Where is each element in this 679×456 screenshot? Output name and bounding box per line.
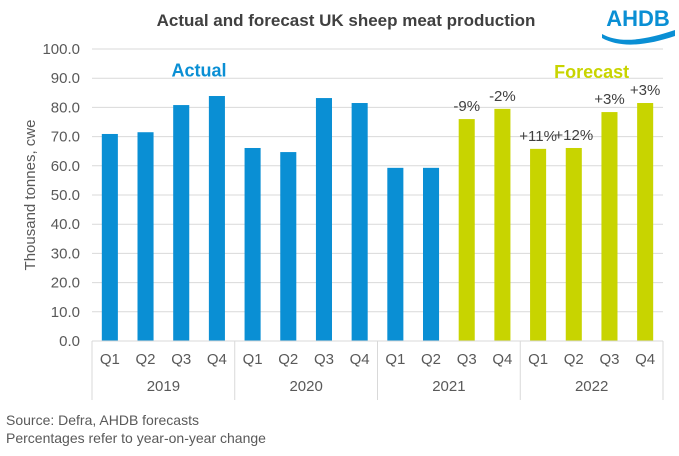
y-tick-label: 0.0 — [59, 333, 80, 350]
bar — [423, 167, 440, 341]
bar — [387, 167, 404, 341]
bar — [244, 147, 261, 341]
bar — [458, 119, 475, 341]
bar — [530, 148, 547, 341]
y-tick-label: 10.0 — [51, 304, 80, 321]
x-tick-label: Q2 — [564, 351, 584, 368]
x-tick-label: Q2 — [421, 351, 441, 368]
y-axis-label: Thousand tonnes, cwe — [22, 120, 39, 271]
x-tick-label: Q1 — [100, 351, 120, 368]
y-tick-label: 60.0 — [51, 158, 80, 175]
x-tick-label: Q3 — [457, 351, 477, 368]
x-tick-label: Q4 — [350, 351, 370, 368]
bar — [565, 147, 582, 341]
data-label: +11% — [519, 128, 557, 145]
y-axis-ticks: 0.0 10.0 20.0 30.0 40.0 50.0 60.0 70.0 80.0 90.0 1… — [42, 41, 80, 350]
bar — [280, 152, 297, 341]
x-tick-label: Q4 — [635, 351, 655, 368]
y-tick-label: 30.0 — [51, 245, 80, 262]
data-label: -2% — [489, 88, 516, 105]
bar — [137, 132, 154, 341]
x-group-label: 2021 — [432, 378, 465, 395]
annotations: Actual Forecast — [172, 61, 630, 82]
bars — [101, 96, 654, 342]
logo-wave-icon — [602, 30, 675, 45]
bar — [637, 103, 654, 342]
y-tick-label: 80.0 — [51, 99, 80, 116]
x-tick-label: Q1 — [385, 351, 405, 368]
bar — [494, 108, 511, 341]
x-tick-label: Q3 — [314, 351, 334, 368]
bar — [351, 103, 368, 342]
chart-title: Actual and forecast UK sheep meat produc… — [157, 11, 536, 30]
bar — [208, 96, 225, 342]
source-note: Source: Defra, AHDB forecasts — [6, 412, 199, 428]
x-axis: Q1 Q2 Q3 Q4 Q1 Q2 Q3 Q4 Q1 Q2 Q3 Q4 Q1 Q2 Q3 Q4 2019 2020… — [91, 340, 664, 400]
x-group-label: 2022 — [575, 378, 608, 395]
bar — [173, 105, 190, 342]
segment-annotation: Forecast — [554, 62, 629, 82]
y-tick-label: 20.0 — [51, 275, 80, 292]
data-label: +12% — [554, 127, 593, 144]
y-tick-label: 100.0 — [42, 41, 80, 58]
bar — [601, 112, 618, 342]
x-tick-label: Q1 — [243, 351, 263, 368]
x-tick-label: Q1 — [528, 351, 548, 368]
data-labels: -9% -2% +11%+12% +3% +3% — [453, 82, 660, 145]
segment-annotation: Actual — [172, 61, 227, 81]
x-tick-label: Q4 — [492, 351, 512, 368]
data-label: +3% — [594, 91, 624, 108]
ahdb-logo: AHDB — [602, 6, 675, 45]
x-tick-label: Q3 — [599, 351, 619, 368]
y-tick-label: 50.0 — [51, 187, 80, 204]
x-group-label: 2019 — [147, 378, 180, 395]
y-tick-label: 70.0 — [51, 129, 80, 146]
x-group-label: 2020 — [289, 378, 322, 395]
x-tick-label: Q4 — [207, 351, 227, 368]
x-tick-label: Q3 — [171, 351, 191, 368]
x-tick-label: Q2 — [278, 351, 298, 368]
percentage-note: Percentages refer to year-on-year change — [6, 430, 266, 446]
data-label: +3% — [630, 82, 660, 99]
data-label: -9% — [453, 98, 480, 115]
bar — [101, 133, 118, 341]
y-tick-label: 40.0 — [51, 216, 80, 233]
bar — [315, 98, 332, 341]
y-tick-label: 90.0 — [51, 70, 80, 87]
logo-text: AHDB — [606, 6, 670, 31]
x-tick-label: Q2 — [136, 351, 156, 368]
